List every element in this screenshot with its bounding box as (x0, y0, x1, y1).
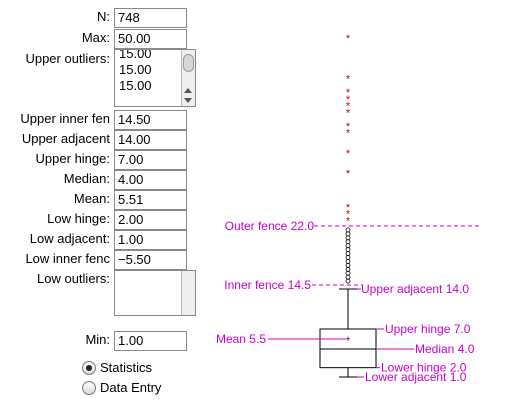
near-outlier-marker (345, 227, 351, 233)
near-outlier-marker (345, 243, 351, 249)
min-field[interactable]: 1.00 (114, 331, 187, 351)
far-outlier-marker: * (346, 94, 351, 106)
data-entry-radio-label: Data Entry (100, 380, 162, 395)
n-label: N: (97, 9, 110, 24)
far-outlier-marker: * (346, 215, 351, 227)
upper-adjacent-label: Upper adjacent (21, 131, 110, 146)
far-outlier-marker: * (346, 209, 351, 221)
median-label: Median: (63, 171, 110, 186)
low-inner-fence-field[interactable]: −5.50 (114, 250, 187, 270)
far-outlier-marker: * (346, 74, 351, 86)
near-outlier-marker (345, 235, 351, 241)
low-hinge-label: Low hinge: (47, 211, 110, 226)
upper-inner-fence-label: Upper inner fen (20, 111, 110, 126)
upper-outliers-scrollbar[interactable] (181, 50, 195, 106)
list-item[interactable]: 15.00 (119, 62, 152, 77)
low-outliers-scrollbar[interactable] (181, 271, 195, 315)
near-outlier-marker (345, 274, 351, 280)
far-outlier-marker: * (346, 168, 351, 180)
near-outlier-marker (345, 251, 351, 256)
far-outlier-marker: * (346, 121, 351, 133)
near-outlier-marker (345, 239, 351, 245)
scroll-up-arrow-icon[interactable] (184, 88, 192, 93)
far-outlier-marker: * (346, 202, 351, 214)
low-outliers-label: Low outliers: (37, 271, 110, 286)
mean-annotation: Mean 5.5 (216, 332, 266, 346)
outer-fence-label: Outer fence 22.0 (225, 219, 315, 233)
max-label: Max: (81, 30, 110, 45)
upper-adjacent-annotation: Upper adjacent 14.0 (361, 282, 469, 296)
mean-label: Mean: (73, 191, 110, 206)
far-outlier-marker: * (346, 101, 351, 113)
list-item[interactable]: 15.00 (119, 49, 152, 61)
n-field[interactable]: 748 (114, 8, 187, 28)
upper-outliers-list[interactable]: 15.00 15.00 15.00 (114, 49, 196, 107)
statistics-radio-label: Statistics (100, 360, 153, 375)
near-outlier-marker (345, 266, 351, 272)
outliers-group: ************* (345, 33, 351, 284)
upper-hinge-field[interactable]: 7.00 (114, 150, 187, 170)
radio-unselected-icon[interactable] (82, 381, 96, 395)
radio-selected-icon[interactable] (82, 361, 96, 375)
low-adjacent-label: Low adjacent: (29, 231, 110, 246)
near-outlier-marker (345, 247, 351, 253)
mean-marker: + (345, 334, 350, 344)
near-outlier-marker (345, 278, 351, 284)
list-item[interactable]: 15.00 (119, 78, 152, 93)
median-annotation: Median 4.0 (415, 342, 475, 356)
low-adjacent-field[interactable]: 1.00 (114, 230, 187, 250)
far-outlier-marker: * (346, 33, 351, 45)
upper-outliers-label: Upper outliers: (25, 51, 110, 66)
mean-field[interactable]: 5.51 (114, 190, 187, 210)
upper-hinge-annotation: Upper hinge 7.0 (385, 322, 471, 336)
far-outlier-marker: * (346, 107, 351, 119)
upper-inner-fence-field[interactable]: 14.50 (114, 110, 187, 130)
upper-adjacent-field[interactable]: 14.00 (114, 130, 187, 150)
max-field[interactable]: 50.00 (114, 29, 187, 49)
low-outliers-list[interactable] (114, 270, 196, 316)
lower-hinge-annotation: Lower hinge 2.0 (381, 361, 467, 375)
inner-fence-label: Inner fence 14.5 (224, 278, 311, 292)
near-outlier-marker (345, 262, 351, 268)
far-outlier-marker: * (346, 87, 351, 99)
min-label: Min: (85, 332, 110, 347)
low-inner-fence-label: Low inner fenc (25, 251, 110, 266)
near-outlier-marker (345, 231, 351, 237)
lower-adjacent-annotation: Lower adjacent 1.0 (365, 370, 467, 384)
upper-hinge-label: Upper hinge: (35, 151, 110, 166)
far-outlier-marker: * (346, 128, 351, 140)
iqr-box (319, 328, 377, 369)
scrollbar-thumb[interactable] (183, 54, 194, 72)
scroll-down-arrow-icon[interactable] (184, 98, 192, 103)
far-outlier-marker: * (346, 148, 351, 160)
near-outlier-marker (345, 259, 351, 264)
near-outlier-marker (345, 255, 351, 260)
low-hinge-field[interactable]: 2.00 (114, 210, 187, 230)
near-outlier-marker (345, 270, 351, 276)
median-field[interactable]: 4.00 (114, 170, 187, 190)
